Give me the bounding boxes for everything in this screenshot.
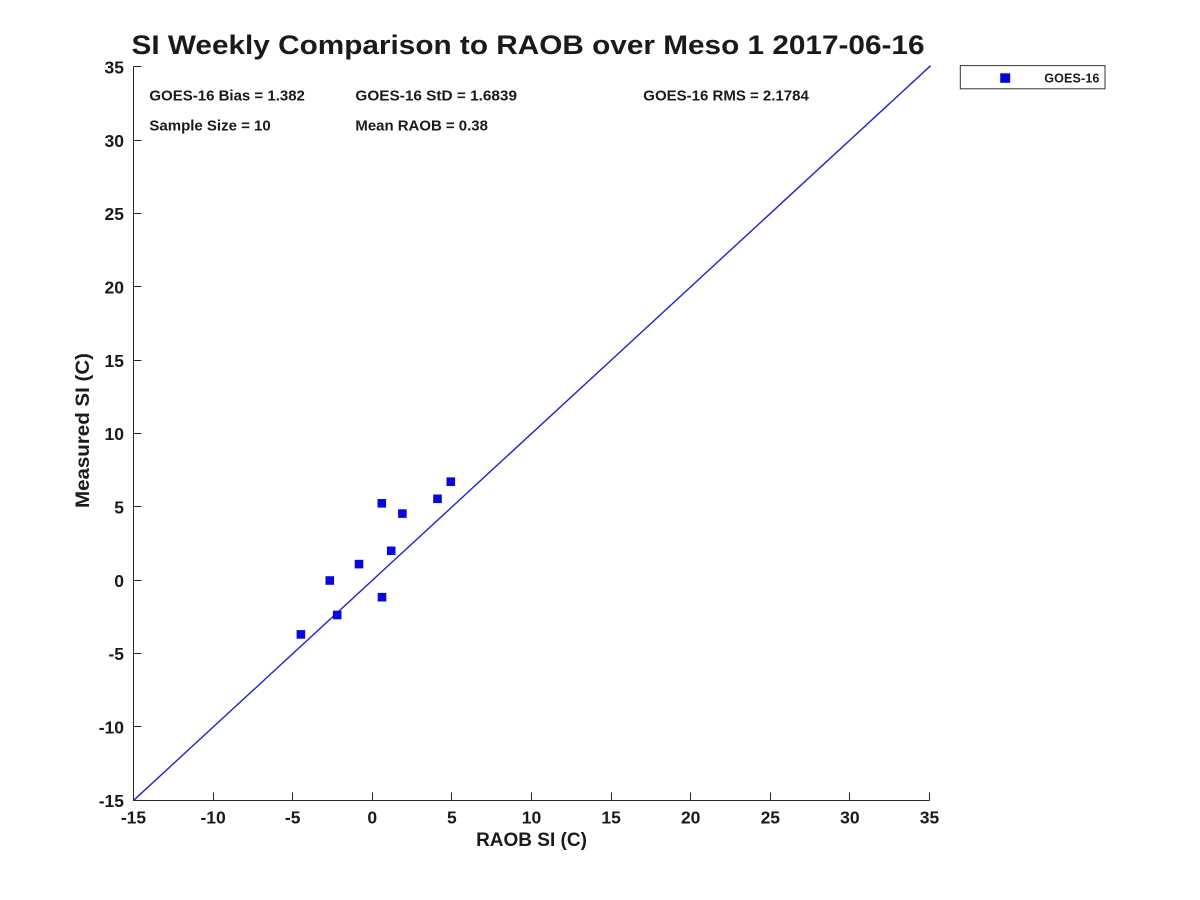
svg-text:30: 30 [105, 131, 125, 151]
svg-text:35: 35 [920, 808, 940, 828]
svg-text:15: 15 [105, 351, 125, 371]
svg-text:30: 30 [840, 808, 860, 828]
svg-text:RAOB SI (C): RAOB SI (C) [476, 830, 587, 851]
svg-text:0: 0 [367, 808, 377, 828]
svg-text:25: 25 [761, 808, 781, 828]
svg-text:GOES-16 RMS = 2.1784: GOES-16 RMS = 2.1784 [643, 87, 809, 104]
svg-text:GOES-16 Bias = 1.382: GOES-16 Bias = 1.382 [149, 87, 305, 104]
svg-text:5: 5 [447, 808, 457, 828]
svg-text:GOES-16 StD = 1.6839: GOES-16 StD = 1.6839 [355, 87, 517, 104]
svg-text:SI Weekly Comparison to RAOB o: SI Weekly Comparison to RAOB over Meso 1… [132, 30, 925, 60]
svg-text:20: 20 [105, 278, 125, 298]
svg-text:-10: -10 [99, 718, 125, 738]
svg-text:35: 35 [105, 58, 125, 78]
svg-text:-15: -15 [99, 791, 125, 811]
svg-text:25: 25 [105, 204, 125, 224]
svg-text:-15: -15 [121, 808, 147, 828]
svg-text:5: 5 [114, 498, 124, 518]
svg-text:Measured SI (C): Measured SI (C) [73, 353, 94, 508]
svg-text:-10: -10 [200, 808, 226, 828]
svg-text:Mean RAOB = 0.38: Mean RAOB = 0.38 [355, 118, 488, 135]
svg-text:-5: -5 [108, 644, 124, 664]
svg-text:Sample Size = 10: Sample Size = 10 [149, 118, 270, 135]
svg-text:-5: -5 [285, 808, 301, 828]
svg-text:10: 10 [522, 808, 542, 828]
svg-text:10: 10 [105, 424, 125, 444]
svg-text:15: 15 [601, 808, 621, 828]
svg-text:20: 20 [681, 808, 701, 828]
svg-text:GOES-16: GOES-16 [1044, 72, 1099, 86]
svg-text:0: 0 [114, 571, 124, 591]
